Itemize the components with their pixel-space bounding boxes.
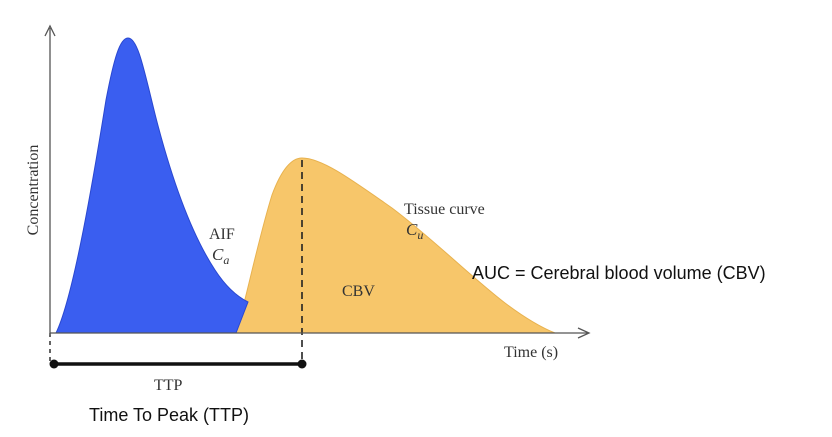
tissue-curve-label: Tissue curve <box>404 201 485 218</box>
aif-curve-area <box>55 37 249 334</box>
ttp-label: TTP <box>154 377 183 394</box>
x-axis-label: Time (s) <box>504 344 558 361</box>
aif-symbol: Ca <box>212 245 229 267</box>
auc-caption: AUC = Cerebral blood volume (CBV) <box>472 263 766 283</box>
y-axis-arrow <box>44 24 56 37</box>
cbv-area-label: CBV <box>342 283 375 300</box>
ttp-bar-start-dot <box>49 359 59 369</box>
aif-label: AIF <box>209 226 235 243</box>
x-axis-arrow <box>577 327 591 339</box>
tissue-curve-area <box>235 157 556 334</box>
y-axis-label: Concentration <box>25 145 42 236</box>
tissue-curve-symbol: Cu <box>406 220 423 242</box>
ttp-caption: Time To Peak (TTP) <box>89 405 249 425</box>
ttp-bar-end-dot <box>297 359 307 369</box>
